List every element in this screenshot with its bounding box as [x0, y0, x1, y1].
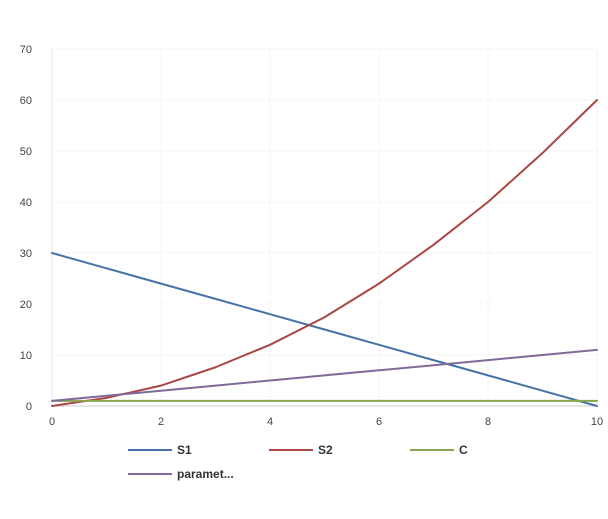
y-tick-label: 70	[20, 44, 32, 56]
x-tick-label: 0	[49, 416, 55, 428]
y-tick-label: 10	[20, 350, 32, 362]
y-tick-label: 50	[20, 146, 32, 158]
y-tick-label: 40	[20, 197, 32, 209]
x-tick-label: 2	[158, 416, 164, 428]
x-tick-label: 4	[267, 416, 273, 428]
x-tick-label: 6	[376, 416, 382, 428]
legend-item-s2[interactable]: S2	[269, 443, 333, 457]
series-lines	[51, 99, 598, 407]
y-tick-label: 0	[26, 401, 32, 413]
legend-label: S2	[318, 443, 333, 457]
legend-label: paramet...	[177, 467, 234, 481]
series-line-s1	[51, 252, 598, 407]
grid-lines	[51, 48, 598, 407]
y-tick-label: 60	[20, 95, 32, 107]
axes: 0 10 20 30 40 50 60 70 0 2 4 6 8 10	[20, 44, 603, 428]
x-tick-label: 10	[591, 416, 603, 428]
series-line-paramet	[51, 348, 598, 402]
series-line-s2	[51, 99, 598, 407]
x-tick-label: 8	[485, 416, 491, 428]
legend: S1 S2 Cparamet...	[128, 443, 468, 481]
y-tick-label: 20	[20, 299, 32, 311]
legend-label: S1	[177, 443, 192, 457]
legend-label: C	[459, 443, 468, 457]
legend-item-s1[interactable]: S1	[128, 443, 192, 457]
legend-item-paramet[interactable]: paramet...	[128, 467, 234, 481]
legend-item-c[interactable]: C	[410, 443, 468, 457]
y-tick-label: 30	[20, 248, 32, 260]
